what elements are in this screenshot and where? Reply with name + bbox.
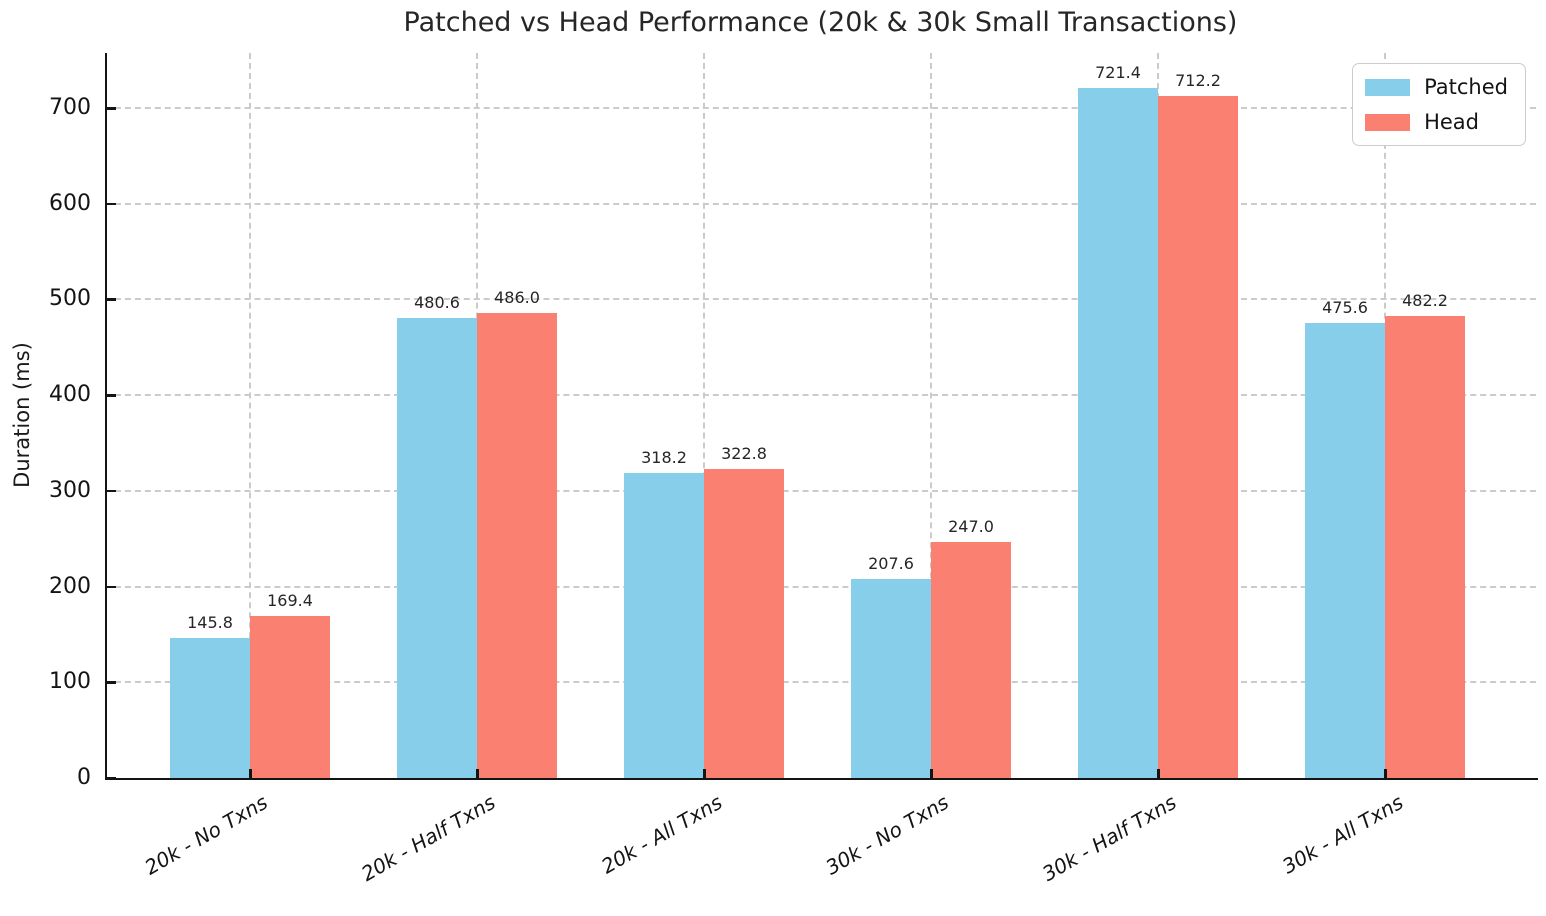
bar-head-2	[704, 469, 784, 778]
x-tick-label: 20k - Half Txns	[356, 790, 499, 886]
y-tick-mark	[107, 298, 116, 301]
y-tick-label: 200	[49, 573, 91, 599]
x-tick-mark	[249, 769, 252, 778]
x-tick-mark	[1384, 769, 1387, 778]
y-gridline	[105, 298, 1536, 301]
bar-head-4	[1158, 96, 1238, 778]
y-tick-label: 600	[49, 190, 91, 216]
legend-swatch-head-icon	[1365, 113, 1411, 131]
y-tick-mark	[107, 107, 116, 110]
bar-value-label: 322.8	[721, 444, 767, 464]
x-gridline	[249, 53, 251, 778]
bar-value-label: 145.8	[187, 613, 233, 633]
x-gridline	[703, 53, 705, 778]
legend-label-head: Head	[1424, 110, 1479, 134]
y-gridline	[105, 394, 1536, 397]
bar-value-label: 169.4	[267, 590, 313, 610]
bar-value-label: 247.0	[948, 516, 994, 536]
bar-value-label: 475.6	[1322, 297, 1368, 317]
y-axis-label: Duration (ms)	[10, 342, 34, 488]
bar-value-label: 482.2	[1402, 291, 1448, 311]
x-tick-mark	[930, 769, 933, 778]
y-tick-label: 300	[49, 477, 91, 503]
y-tick-mark	[107, 394, 116, 397]
legend-label-patched: Patched	[1424, 75, 1508, 99]
y-gridline	[105, 107, 1536, 110]
x-tick-mark	[1157, 769, 1160, 778]
bar-value-label: 318.2	[641, 448, 687, 468]
x-tick-mark	[703, 769, 706, 778]
chart-title: Patched vs Head Performance (20k & 30k S…	[403, 7, 1238, 38]
bar-patched-1	[397, 318, 477, 778]
bar-value-label: 721.4	[1095, 62, 1141, 82]
bar-patched-4	[1078, 87, 1158, 778]
bar-head-3	[931, 541, 1011, 778]
bar-value-label: 207.6	[868, 554, 914, 574]
x-tick-label: 30k - No Txns	[821, 790, 953, 880]
x-tick-label: 20k - No Txns	[140, 790, 272, 880]
y-tick-mark	[107, 202, 116, 206]
y-tick-label: 400	[49, 382, 91, 408]
legend-swatch-patched-icon	[1365, 78, 1411, 96]
y-tick-label: 0	[77, 765, 91, 790]
legend-item-patched: Patched	[1365, 75, 1508, 99]
y-tick-label: 100	[49, 669, 91, 695]
y-gridline	[105, 489, 1536, 492]
x-tick-mark	[476, 769, 479, 778]
y-tick-mark	[107, 489, 116, 493]
y-gridline	[105, 202, 1536, 205]
y-tick-label: 500	[49, 286, 91, 312]
y-tick-mark	[107, 585, 116, 589]
bar-patched-0	[170, 638, 250, 778]
bar-head-1	[477, 312, 557, 778]
x-tick-label: 30k - Half Txns	[1037, 790, 1180, 886]
bar-value-label: 480.6	[414, 293, 460, 313]
bar-patched-2	[624, 473, 704, 778]
y-tick-mark	[107, 681, 116, 684]
y-tick-mark	[107, 777, 116, 780]
bar-patched-3	[851, 579, 931, 778]
x-gridline	[930, 53, 932, 778]
y-tick-label: 700	[49, 95, 91, 121]
legend-item-head: Head	[1365, 110, 1508, 134]
bar-value-label: 712.2	[1175, 71, 1221, 91]
bar-head-5	[1385, 316, 1465, 778]
x-tick-label: 30k - All Txns	[1277, 790, 1407, 879]
bar-value-label: 486.0	[494, 287, 540, 307]
bar-head-0	[250, 615, 330, 778]
y-gridline	[105, 585, 1536, 588]
x-tick-label: 20k - All Txns	[596, 790, 726, 879]
bar-patched-5	[1305, 322, 1385, 778]
legend: Patched Head	[1352, 63, 1526, 146]
y-gridline	[105, 681, 1536, 684]
